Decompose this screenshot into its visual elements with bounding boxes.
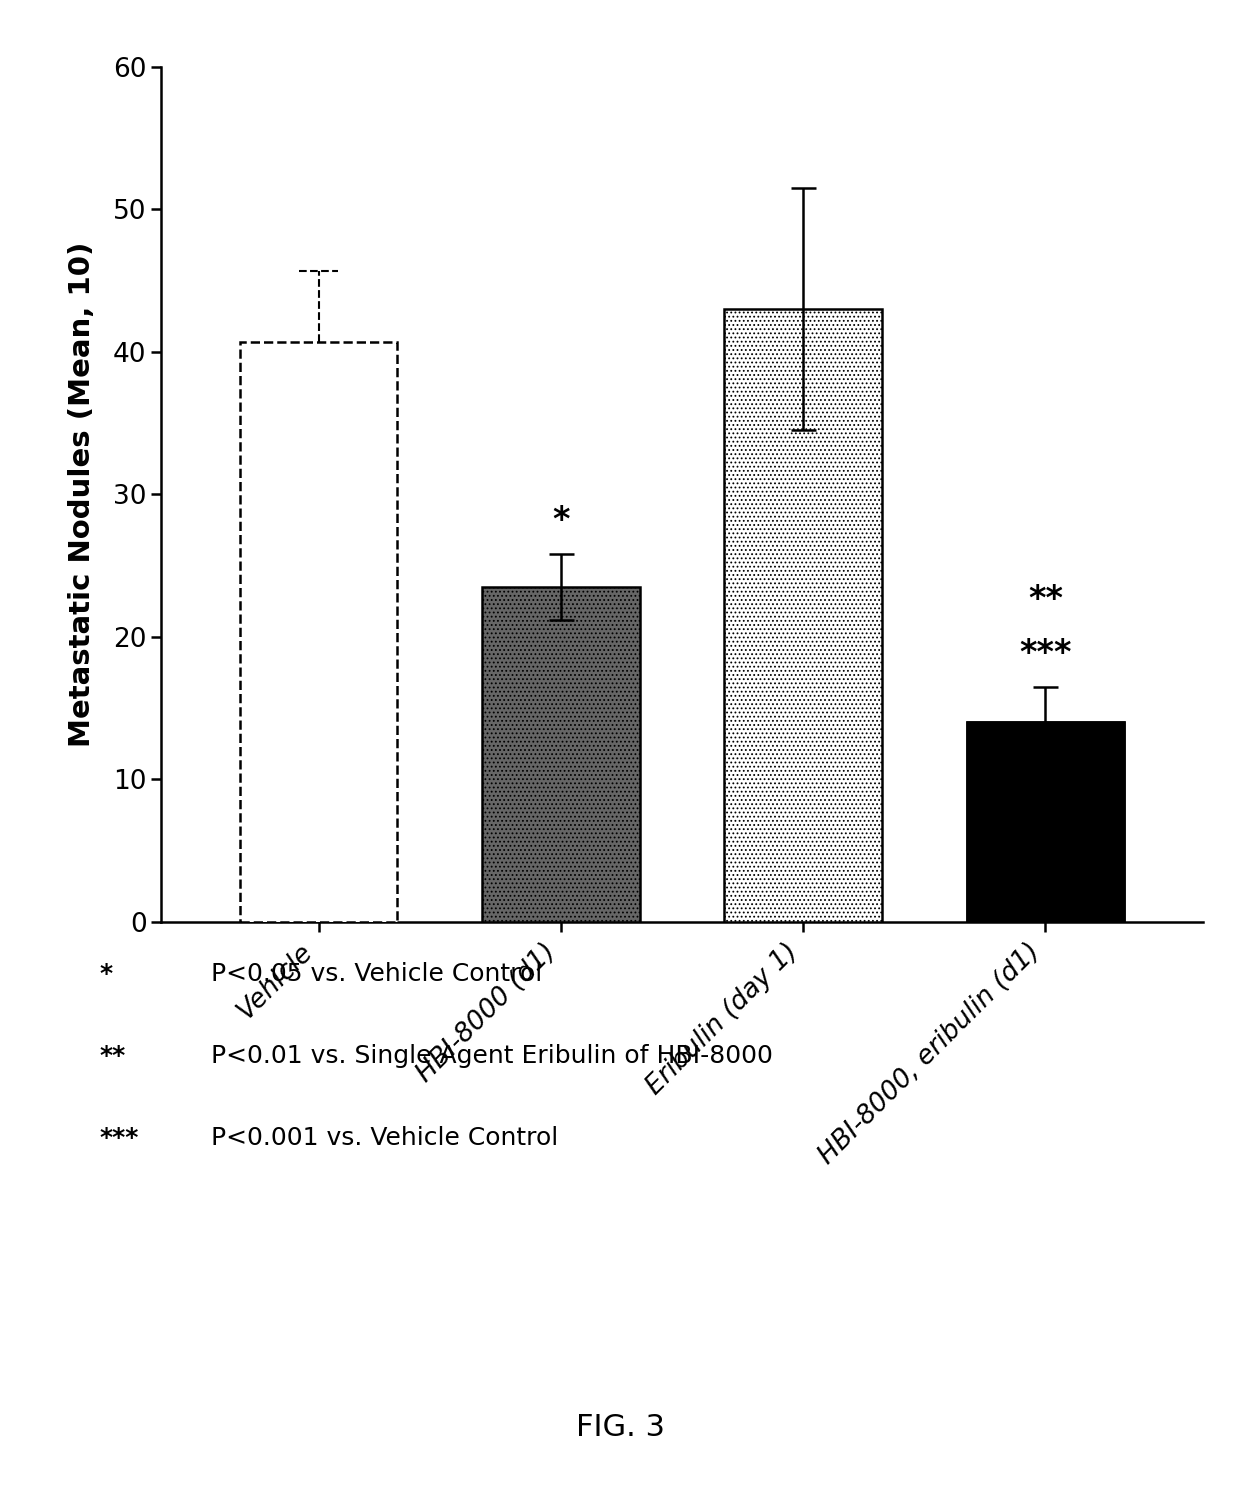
- Bar: [239, 342, 397, 922]
- Bar: [967, 723, 1125, 922]
- Text: ***: ***: [99, 1126, 139, 1149]
- Bar: [482, 587, 640, 922]
- Text: **: **: [1028, 583, 1063, 616]
- Bar: [967, 723, 1125, 922]
- Text: **: **: [99, 1044, 125, 1068]
- Text: *: *: [552, 504, 569, 537]
- Text: *: *: [99, 962, 113, 986]
- Text: P<0.01 vs. Single Agent Eribulin of HBI-8000: P<0.01 vs. Single Agent Eribulin of HBI-…: [211, 1044, 773, 1068]
- Bar: [724, 309, 882, 922]
- Text: P<0.001 vs. Vehicle Control: P<0.001 vs. Vehicle Control: [211, 1126, 558, 1149]
- Text: ***: ***: [1019, 636, 1071, 669]
- Text: FIG. 3: FIG. 3: [575, 1413, 665, 1442]
- Text: P<0.05 vs. Vehicle Control: P<0.05 vs. Vehicle Control: [211, 962, 542, 986]
- Y-axis label: Metastatic Nodules (Mean, 10): Metastatic Nodules (Mean, 10): [68, 242, 97, 746]
